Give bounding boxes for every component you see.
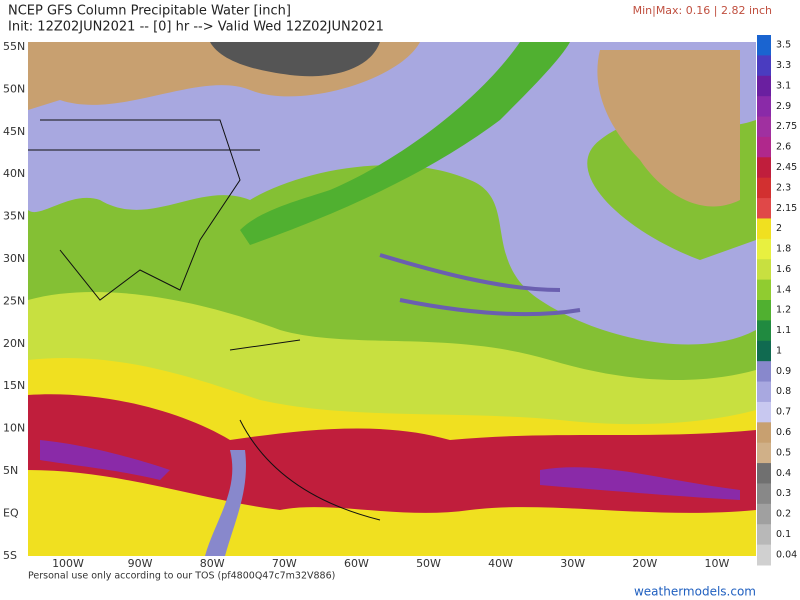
colorbar-label: 2.75 xyxy=(776,121,797,132)
colorbar-swatch xyxy=(757,279,771,301)
lat-label: 5S xyxy=(3,549,17,562)
moisture-plume xyxy=(240,42,570,245)
min-max: Min|Max: 0.16 | 2.82 inch xyxy=(633,4,772,17)
colorbar-swatch xyxy=(757,524,771,546)
colorbar-swatch xyxy=(757,340,771,362)
coastline xyxy=(28,119,381,521)
colorbar-label: 3.1 xyxy=(776,80,791,91)
lat-label: 55N xyxy=(3,40,25,53)
colorbar-swatch xyxy=(757,218,771,240)
wet-core xyxy=(40,440,740,500)
lat-label: 5N xyxy=(3,464,18,477)
colorbar-swatch xyxy=(757,96,771,118)
colorbar-label: 0.7 xyxy=(776,407,791,418)
lat-label: 45N xyxy=(3,125,25,138)
lon-label: 40W xyxy=(488,557,513,570)
colorbar-label: 1 xyxy=(776,345,782,356)
colorbar-label: 2 xyxy=(776,223,782,234)
map xyxy=(28,42,756,556)
colorbar-label: 3.5 xyxy=(776,40,791,51)
colorbar-swatch xyxy=(757,422,771,444)
colorbar-swatch xyxy=(757,116,771,138)
lat-label: 35N xyxy=(3,210,25,223)
dry-region xyxy=(210,42,380,77)
colorbar-label: 1.6 xyxy=(776,264,791,275)
title: NCEP GFS Column Precipitable Water [inch… xyxy=(8,4,291,19)
colorbar-label: 0.9 xyxy=(776,366,791,377)
colorbar-label: 0.6 xyxy=(776,427,791,438)
lon-label: 60W xyxy=(344,557,369,570)
lon-label: 20W xyxy=(632,557,657,570)
andes xyxy=(205,450,246,556)
dry-region xyxy=(597,50,740,207)
dry-streak xyxy=(379,253,581,317)
colorbar-swatch xyxy=(757,300,771,321)
colorbar-swatch xyxy=(757,238,771,260)
lon-label: 90W xyxy=(128,557,153,570)
lon-label: 10W xyxy=(704,557,729,570)
colorbar-swatch xyxy=(757,320,771,342)
lon-label: 100W xyxy=(52,557,84,570)
colorbar-swatch xyxy=(757,442,771,464)
colorbar-label: 3.3 xyxy=(776,60,791,71)
colorbar-swatch xyxy=(757,157,771,179)
lat-label: 10N xyxy=(3,422,25,435)
colorbar-swatch xyxy=(757,503,771,525)
colorbar-label: 2.9 xyxy=(776,101,791,112)
lon-label: 30W xyxy=(560,557,585,570)
colorbar-label: 0.8 xyxy=(776,386,791,397)
colorbar-label: 2.15 xyxy=(776,203,797,214)
colorbar-label: 0.4 xyxy=(776,468,791,479)
lat-label: 20N xyxy=(3,337,25,350)
colorbar-swatch xyxy=(757,544,771,566)
colorbar-label: 2.3 xyxy=(776,182,791,193)
colorbar-label: 0.2 xyxy=(776,509,791,520)
colorbar-label: 0.5 xyxy=(776,447,791,458)
colorbar-label: 0.04 xyxy=(776,549,797,560)
lon-label: 80W xyxy=(200,557,225,570)
site-name: weathermodels.com xyxy=(634,585,756,599)
lat-label: 15N xyxy=(3,379,25,392)
lat-label: 40N xyxy=(3,167,25,180)
lat-label: 30N xyxy=(3,252,25,265)
colorbar-label: 0.3 xyxy=(776,488,791,499)
colorbar-label: 1.4 xyxy=(776,284,791,295)
colorbar-swatch xyxy=(757,75,771,97)
dry-region xyxy=(28,42,756,345)
colorbar-label: 2.45 xyxy=(776,162,797,173)
colorbar-swatch xyxy=(757,259,771,281)
colorbar-swatch xyxy=(757,361,771,383)
colorbar-label: 1.8 xyxy=(776,244,791,255)
colorbar-swatch xyxy=(757,463,771,484)
lat-label: EQ xyxy=(3,506,19,519)
colorbar-swatch xyxy=(757,177,771,199)
colorbar-label: 2.6 xyxy=(776,142,791,153)
colorbar-swatch xyxy=(757,35,771,56)
colorbar-swatch xyxy=(757,198,771,219)
init-line: Init: 12Z02JUN2021 -- [0] hr --> Valid W… xyxy=(8,20,384,35)
colorbar-swatch xyxy=(757,55,771,77)
lat-label: 50N xyxy=(3,82,25,95)
lon-label: 50W xyxy=(416,557,441,570)
colorbar-label: 1.1 xyxy=(776,325,791,336)
lon-label: 70W xyxy=(272,557,297,570)
tos-note: Personal use only according to our TOS (… xyxy=(28,571,335,582)
lat-label: 25N xyxy=(3,294,25,307)
colorbar-swatch xyxy=(757,483,771,505)
colorbar-label: 1.2 xyxy=(776,305,791,316)
colorbar-label: 0.1 xyxy=(776,529,791,540)
colorbar-swatch xyxy=(757,136,771,158)
colorbar-swatch xyxy=(757,401,771,423)
colorbar-swatch xyxy=(757,381,771,403)
